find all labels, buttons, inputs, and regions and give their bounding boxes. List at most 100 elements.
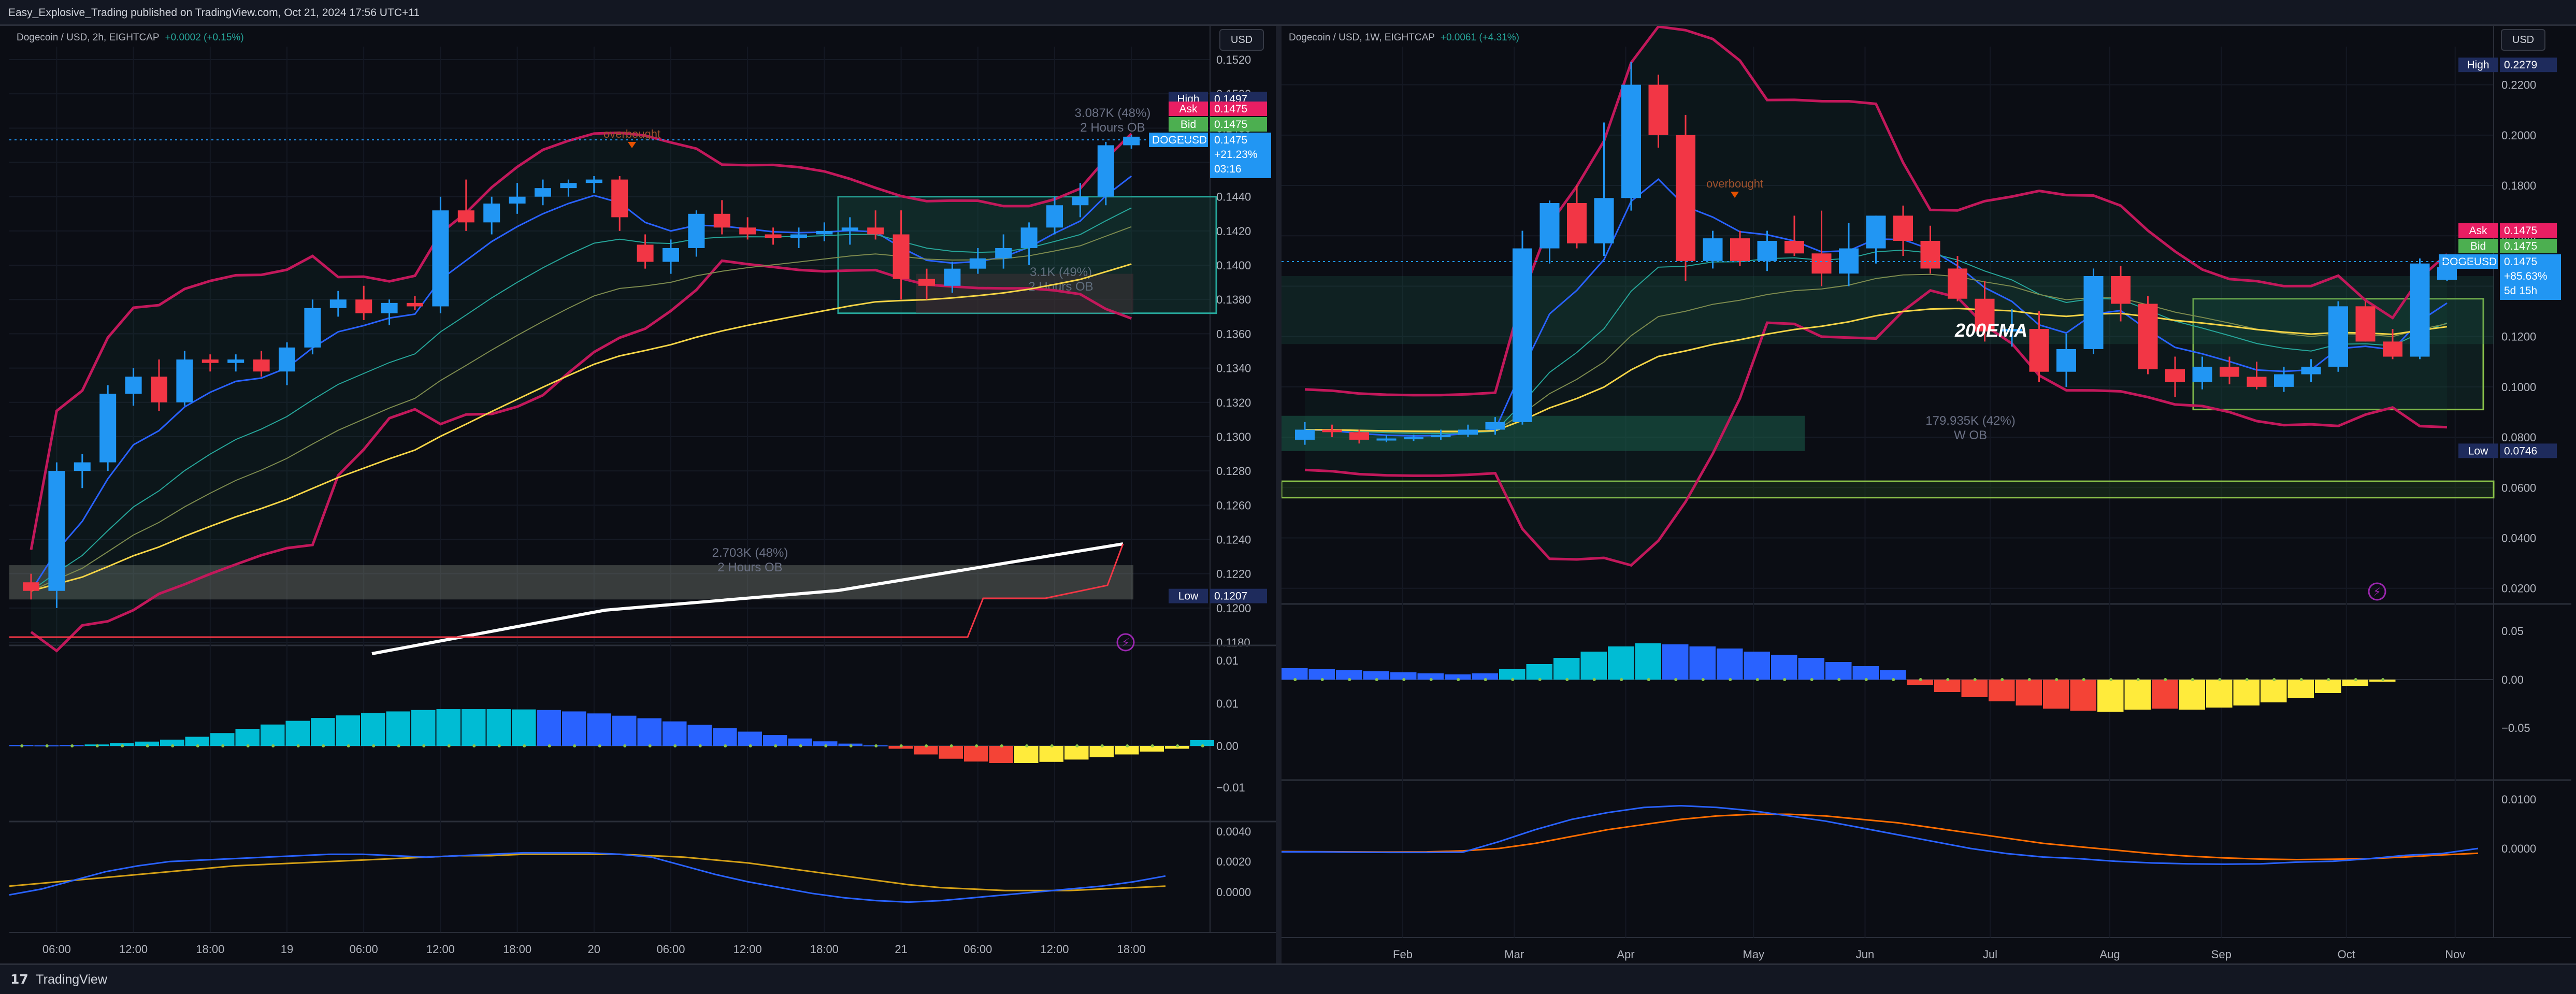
y-tick-label: 0.1280	[1216, 465, 1251, 478]
histogram-bar	[612, 715, 637, 746]
bollinger-band-fill	[1305, 26, 2447, 566]
candle-body	[535, 188, 551, 197]
histogram-bar	[1934, 680, 1961, 692]
histogram-dot	[2055, 678, 2059, 681]
candle-body	[1020, 227, 1038, 248]
x-tick-label: 18:00	[196, 943, 224, 956]
x-tick-label: 12:00	[1040, 943, 1069, 956]
histogram-dot	[2136, 678, 2140, 681]
histogram-bar	[763, 735, 787, 746]
currency-button[interactable]: USD	[1219, 29, 1264, 51]
order-block-label: 3.087K (48%)	[1075, 106, 1151, 120]
last-change: +21.23%	[1214, 149, 1258, 161]
y-tick-label: 0.0800	[2501, 431, 2536, 444]
histogram-bar	[1689, 646, 1716, 680]
histogram-bar	[2315, 680, 2341, 693]
histogram-bar	[386, 711, 410, 746]
chart-panel-1w[interactable]: 0.22000.20000.18000.16000.14000.12000.10…	[1282, 26, 2571, 963]
brand-name[interactable]: TradingView	[36, 972, 107, 987]
candle-body	[560, 183, 577, 189]
histogram-dot	[70, 744, 74, 747]
osc-tick-label: 0.0000	[2501, 842, 2536, 855]
histogram-bar	[2206, 680, 2233, 708]
tradingview-logo-icon[interactable]: 17	[10, 972, 28, 987]
x-tick-label: Aug	[2099, 948, 2120, 961]
histogram-dot	[171, 744, 175, 747]
candle-body	[893, 234, 910, 279]
symbol-legend[interactable]: Dogecoin / USD, 2h, EIGHTCAP +0.0002 (+0…	[17, 32, 244, 44]
y-tick-label: 0.2200	[2501, 79, 2536, 92]
candle-body	[279, 347, 295, 372]
ask-tag-value-bg	[2500, 223, 2557, 238]
hist-tick-label: 0.00	[2501, 673, 2524, 686]
hist-tick-label: 0.01	[1216, 654, 1239, 667]
chart-panel-2h[interactable]: 0.15200.15000.14800.14600.14400.14200.14…	[9, 26, 1276, 963]
histogram-bar	[1880, 670, 1906, 680]
candle-body	[1539, 203, 1560, 249]
candle-body	[1485, 422, 1505, 430]
candle-body	[1866, 215, 1886, 249]
candle-body	[457, 210, 474, 223]
chart-canvas-2h[interactable]: 0.15200.15000.14800.14600.14400.14200.14…	[9, 26, 1276, 963]
overbought-marker-icon	[628, 142, 636, 148]
candle-body	[432, 210, 449, 307]
histogram-bar	[261, 724, 285, 746]
histogram-bar	[562, 711, 586, 746]
candle-body	[2383, 341, 2402, 357]
order-block-sublabel: W OB	[1954, 428, 1987, 442]
last-price-bg	[1210, 133, 1271, 178]
histogram-bar	[687, 725, 712, 746]
candle-body	[48, 471, 65, 591]
ema200-label: 200EMA	[1954, 320, 2027, 341]
macd-line	[1282, 804, 2479, 865]
publish-header-text: Easy_Explosive_Trading published on Trad…	[8, 7, 420, 19]
histogram-dot	[1484, 678, 1487, 681]
candle-body	[1703, 238, 1723, 261]
candle-body	[2220, 366, 2239, 377]
y-tick-label: 0.1240	[1216, 533, 1251, 546]
symbol-legend[interactable]: Dogecoin / USD, 1W, EIGHTCAP +0.0061 (+4…	[1289, 32, 1519, 44]
candle-body	[1811, 253, 1832, 274]
low-tag-value-bg	[1210, 588, 1267, 603]
histogram-dot	[121, 744, 124, 747]
overbought-label: overbought	[603, 127, 660, 140]
histogram-bar	[989, 746, 1013, 763]
candle-body	[2247, 377, 2267, 387]
order-block-zone	[9, 565, 1133, 600]
candle-body	[2165, 369, 2185, 382]
order-block-label: 2.703K (48%)	[712, 546, 788, 560]
y-tick-label: 0.1800	[2501, 179, 2536, 192]
symbol-title: Dogecoin / USD, 1W, EIGHTCAP	[1289, 32, 1435, 43]
histogram-dot	[623, 744, 627, 747]
ask-tag-label: Ask	[1179, 103, 1198, 115]
candle-body	[1097, 145, 1114, 197]
histogram-bar	[1336, 670, 1362, 680]
y-tick-label: 0.1200	[1216, 602, 1251, 615]
candle-body	[74, 462, 91, 471]
last-countdown: 5d 15h	[2504, 285, 2537, 297]
candle-body	[2192, 366, 2212, 382]
osc-tick-label: 0.0100	[2501, 793, 2536, 806]
y-tick-label: 0.0200	[2501, 582, 2536, 595]
histogram-dot	[2191, 678, 2194, 681]
panel-divider[interactable]	[1276, 26, 1282, 963]
currency-button[interactable]: USD	[2501, 29, 2545, 51]
histogram-dot	[1429, 678, 1433, 681]
y-tick-label: 0.1320	[1216, 396, 1251, 409]
histogram-dot	[648, 744, 652, 747]
histogram-dot	[2109, 678, 2113, 681]
y-tick-label: 0.1440	[1216, 191, 1251, 204]
y-tick-label: 0.1220	[1216, 568, 1251, 581]
histogram-bar	[1662, 644, 1689, 680]
histogram-dot	[1946, 678, 1950, 681]
histogram-bar	[1308, 669, 1335, 680]
histogram-bar	[1039, 746, 1063, 762]
overbought-marker-icon	[1731, 192, 1739, 198]
high-tag-value: 0.2279	[2504, 59, 2537, 71]
lightning-icon	[2368, 582, 2386, 601]
y-tick-label: 0.1400	[1216, 259, 1251, 272]
histogram-dot	[925, 744, 928, 747]
candle-body	[1349, 432, 1369, 440]
chart-canvas-1w[interactable]: 0.22000.20000.18000.16000.14000.12000.10…	[1282, 26, 2571, 963]
histogram-dot	[1457, 678, 1460, 681]
